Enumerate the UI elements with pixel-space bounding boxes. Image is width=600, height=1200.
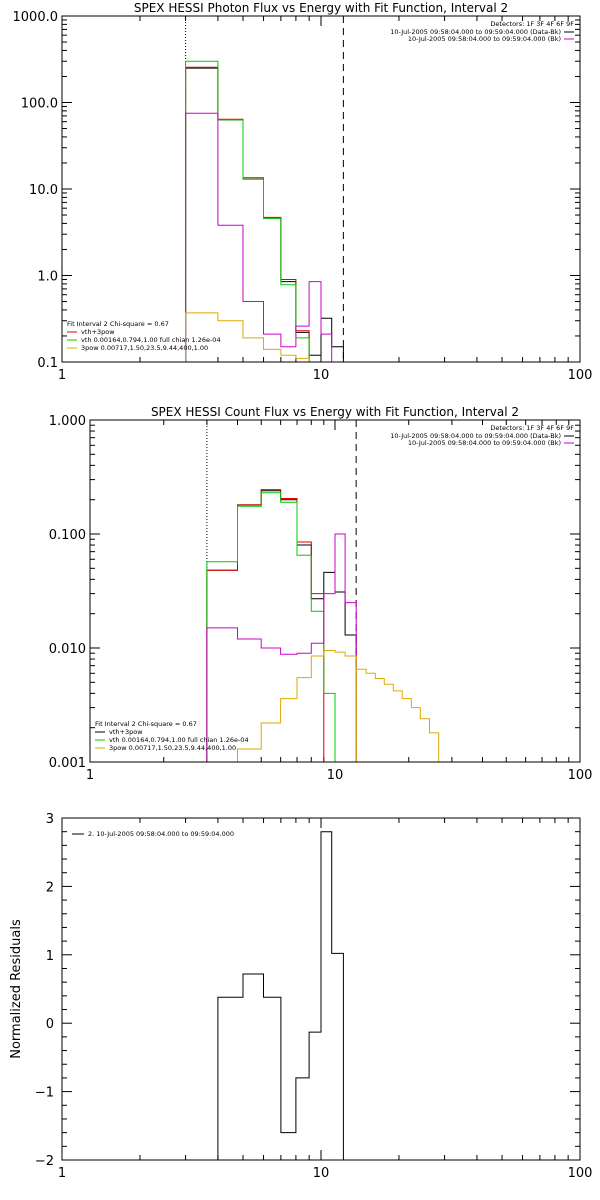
- plot-frame: [61, 817, 581, 1161]
- y-tick-label: 0.1: [37, 356, 58, 371]
- series-line-1: [217, 831, 344, 1160]
- chart-panel-3: 1 10 100 −2 −1 0 1 2 3 Normalized Residuals 2. 10-…: [9, 812, 592, 1181]
- x-tick-label: 10: [313, 368, 330, 383]
- legend-header: Fit Interval 2 Chi-square = 0.67: [67, 320, 169, 328]
- legend-entry: vth 0.00164,0.794,1.00 full chian 1.26e-…: [81, 336, 221, 344]
- y-axis-label: Normalized Residuals: [9, 919, 24, 1059]
- plot-frame: [89, 419, 581, 763]
- series-group: [217, 831, 344, 1160]
- legend-header: Detectors: 1F 3F 4F 6F 9F: [490, 20, 574, 28]
- x-tick-label: 1: [86, 768, 94, 783]
- legend-entry: 10-Jul-2005 09:58:04.000 to 09:59:04.000…: [408, 35, 561, 43]
- y-tick-label: 10.0: [29, 183, 58, 198]
- chart-title: SPEX HESSI Count Flux vs Energy with Fit…: [151, 405, 519, 419]
- series-line-1: [206, 490, 357, 762]
- chart-panel-2: SPEX HESSI Count Flux vs Energy with Fit…: [49, 405, 593, 783]
- series-line-4: [206, 533, 357, 762]
- series-line-1: [185, 67, 344, 362]
- y-tick-label: 1.000: [49, 414, 86, 429]
- x-tick-label: 100: [568, 368, 593, 383]
- y-tick-label: 0.100: [49, 528, 86, 543]
- legend-entry: 3pow 0.00717,1.50,23.5,9.44,400,1.00: [81, 344, 208, 352]
- y-tick-label: 0: [46, 1017, 54, 1032]
- legend-header: Fit Interval 2 Chi-square = 0.67: [95, 720, 197, 728]
- y-tick-label: 3: [46, 812, 54, 827]
- x-tick-label: 100: [568, 1166, 593, 1181]
- legend-entry: 10-Jul-2005 09:58:04.000 to 09:59:04.000…: [390, 28, 561, 36]
- y-tick-label: 0.001: [49, 756, 86, 771]
- series-line-5: [237, 650, 357, 762]
- legend-entry: 10-Jul-2005 09:58:04.000 to 09:59:04.000…: [390, 432, 561, 440]
- legend-entry: vth 0.00164,0.794,1.00 full chian 1.26e-…: [109, 736, 249, 744]
- series-line-4: [185, 112, 333, 362]
- legend-entry: vth+3pow: [81, 328, 115, 336]
- series-line-5: [185, 312, 322, 362]
- x-tick-label: 100: [568, 768, 593, 783]
- y-tick-label: −2: [35, 1154, 54, 1169]
- series-line-3: [206, 492, 346, 762]
- series-line-6: [355, 668, 440, 762]
- legend-entry: 10-Jul-2005 09:58:04.000 to 09:59:04.000…: [408, 439, 561, 447]
- y-tick-label: 0.010: [49, 642, 86, 657]
- y-tick-label: −1: [35, 1086, 54, 1101]
- legend-entry: vth+3pow: [109, 728, 143, 736]
- legend-header: Detectors: 1F 3F 4F 6F 9F: [490, 424, 574, 432]
- x-tick-label: 10: [313, 1166, 330, 1181]
- y-tick-label: 100.0: [21, 97, 58, 112]
- y-tick-label: 1: [46, 949, 54, 964]
- y-tick-label: 2: [46, 880, 54, 895]
- legend-entry: 2. 10-Jul-2005 09:58:04.000 to 09:59:04.…: [88, 830, 234, 838]
- series-line-2: [185, 66, 310, 362]
- legend-entry: 3pow 0.00717,1.50,23.5,9.44,400,1.00: [109, 744, 236, 752]
- x-tick-label: 1: [58, 368, 66, 383]
- chart-title: SPEX HESSI Photon Flux vs Energy with Fi…: [134, 1, 508, 15]
- chart-panel-1: SPEX HESSI Photon Flux vs Energy with Fi…: [13, 1, 593, 383]
- x-tick-label: 1: [58, 1166, 66, 1181]
- y-tick-label: 1.0: [37, 270, 58, 285]
- series-group: [185, 60, 344, 362]
- y-tick-label: 1000.0: [13, 10, 59, 25]
- x-tick-label: 10: [327, 768, 344, 783]
- series-line-3: [185, 60, 344, 362]
- plot-frame: [61, 15, 581, 363]
- series-group: [206, 489, 440, 762]
